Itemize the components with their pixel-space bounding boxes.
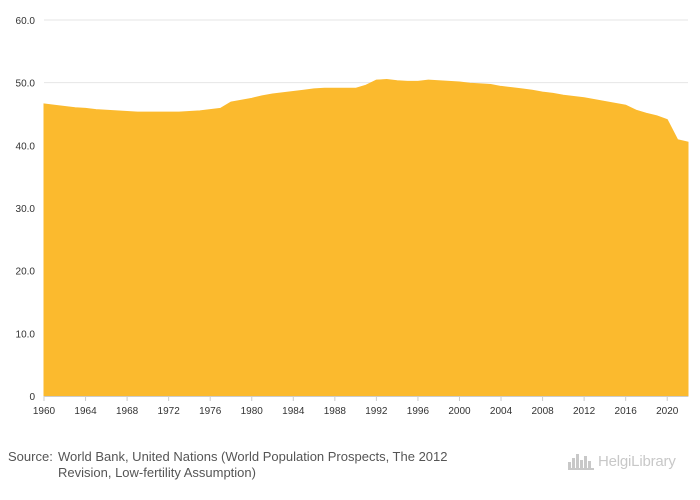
x-tick-label-1980: 1980 [241,406,264,417]
city-skyline-icon [568,454,594,470]
source-note: Source: World Bank, United Nations (World… [8,449,528,481]
y-tick-label-10: 10.0 [16,329,36,340]
source-text-line2: Revision, Low-fertility Assumption) [58,465,256,480]
logo-text: HelgiLibrary [598,452,676,470]
x-tick-label-1988: 1988 [324,406,347,417]
x-tick-label-1996: 1996 [407,406,430,417]
x-axis-tick-labels: 1960 1964 1968 1972 1976 1980 1984 1988 1992 1996… [33,406,679,417]
x-tick-label-2008: 2008 [531,406,554,417]
x-tick-label-1992: 1992 [365,406,388,417]
x-tick-label-1964: 1964 [74,406,97,417]
y-tick-label-50: 50.0 [16,79,36,90]
x-tick-label-2004: 2004 [490,406,513,417]
x-tick-label-1976: 1976 [199,406,222,417]
y-tick-label-20: 20.0 [16,267,36,278]
x-tick-label-2012: 2012 [573,406,596,417]
series-area-layer [43,79,689,397]
y-tick-label-30: 30.0 [16,204,36,215]
series-area-0 [43,79,689,397]
helgi-library-logo: HelgiLibrary [568,450,676,472]
axes [43,396,688,401]
x-tick-label-1972: 1972 [158,406,181,417]
x-tick-label-2016: 2016 [615,406,638,417]
x-tick-label-2000: 2000 [448,406,471,417]
y-tick-label-40: 40.0 [16,141,36,152]
area-chart: 010.020.030.040.050.060.0 1960 1964 1968 19… [16,16,689,417]
x-tick-label-1968: 1968 [116,406,139,417]
x-tick-label-2020: 2020 [656,406,679,417]
y-axis-tick-labels: 0 10.0 20.0 30.0 40.0 50.0 60.0 [16,16,36,403]
x-tick-label-1984: 1984 [282,406,305,417]
y-tick-label-0: 0 [29,392,35,403]
y-tick-label-60: 60.0 [16,16,36,27]
source-text-line1: World Bank, United Nations (World Popula… [58,449,448,464]
source-label: Source: [8,449,53,464]
x-tick-label-1960: 1960 [33,406,56,417]
